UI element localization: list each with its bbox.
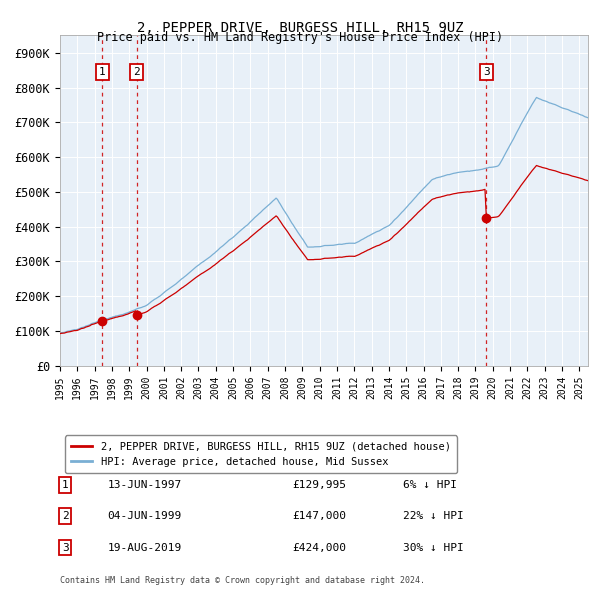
Text: 13-JUN-1997: 13-JUN-1997 [107,480,182,490]
Text: 30% ↓ HPI: 30% ↓ HPI [403,543,464,552]
Text: 1: 1 [62,480,68,490]
Text: 2: 2 [62,511,68,521]
Text: 3: 3 [62,543,68,552]
Text: Price paid vs. HM Land Registry's House Price Index (HPI): Price paid vs. HM Land Registry's House … [97,31,503,44]
Text: 2, PEPPER DRIVE, BURGESS HILL, RH15 9UZ: 2, PEPPER DRIVE, BURGESS HILL, RH15 9UZ [137,21,463,35]
Text: 3: 3 [483,67,490,77]
Text: 2: 2 [133,67,140,77]
Legend: 2, PEPPER DRIVE, BURGESS HILL, RH15 9UZ (detached house), HPI: Average price, de: 2, PEPPER DRIVE, BURGESS HILL, RH15 9UZ … [65,435,457,473]
Text: £129,995: £129,995 [292,480,346,490]
Text: £147,000: £147,000 [292,511,346,521]
Text: 22% ↓ HPI: 22% ↓ HPI [403,511,464,521]
Text: Contains HM Land Registry data © Crown copyright and database right 2024.: Contains HM Land Registry data © Crown c… [60,576,425,585]
Text: £424,000: £424,000 [292,543,346,552]
Text: 04-JUN-1999: 04-JUN-1999 [107,511,182,521]
Text: 1: 1 [99,67,106,77]
Text: 19-AUG-2019: 19-AUG-2019 [107,543,182,552]
Text: 6% ↓ HPI: 6% ↓ HPI [403,480,457,490]
